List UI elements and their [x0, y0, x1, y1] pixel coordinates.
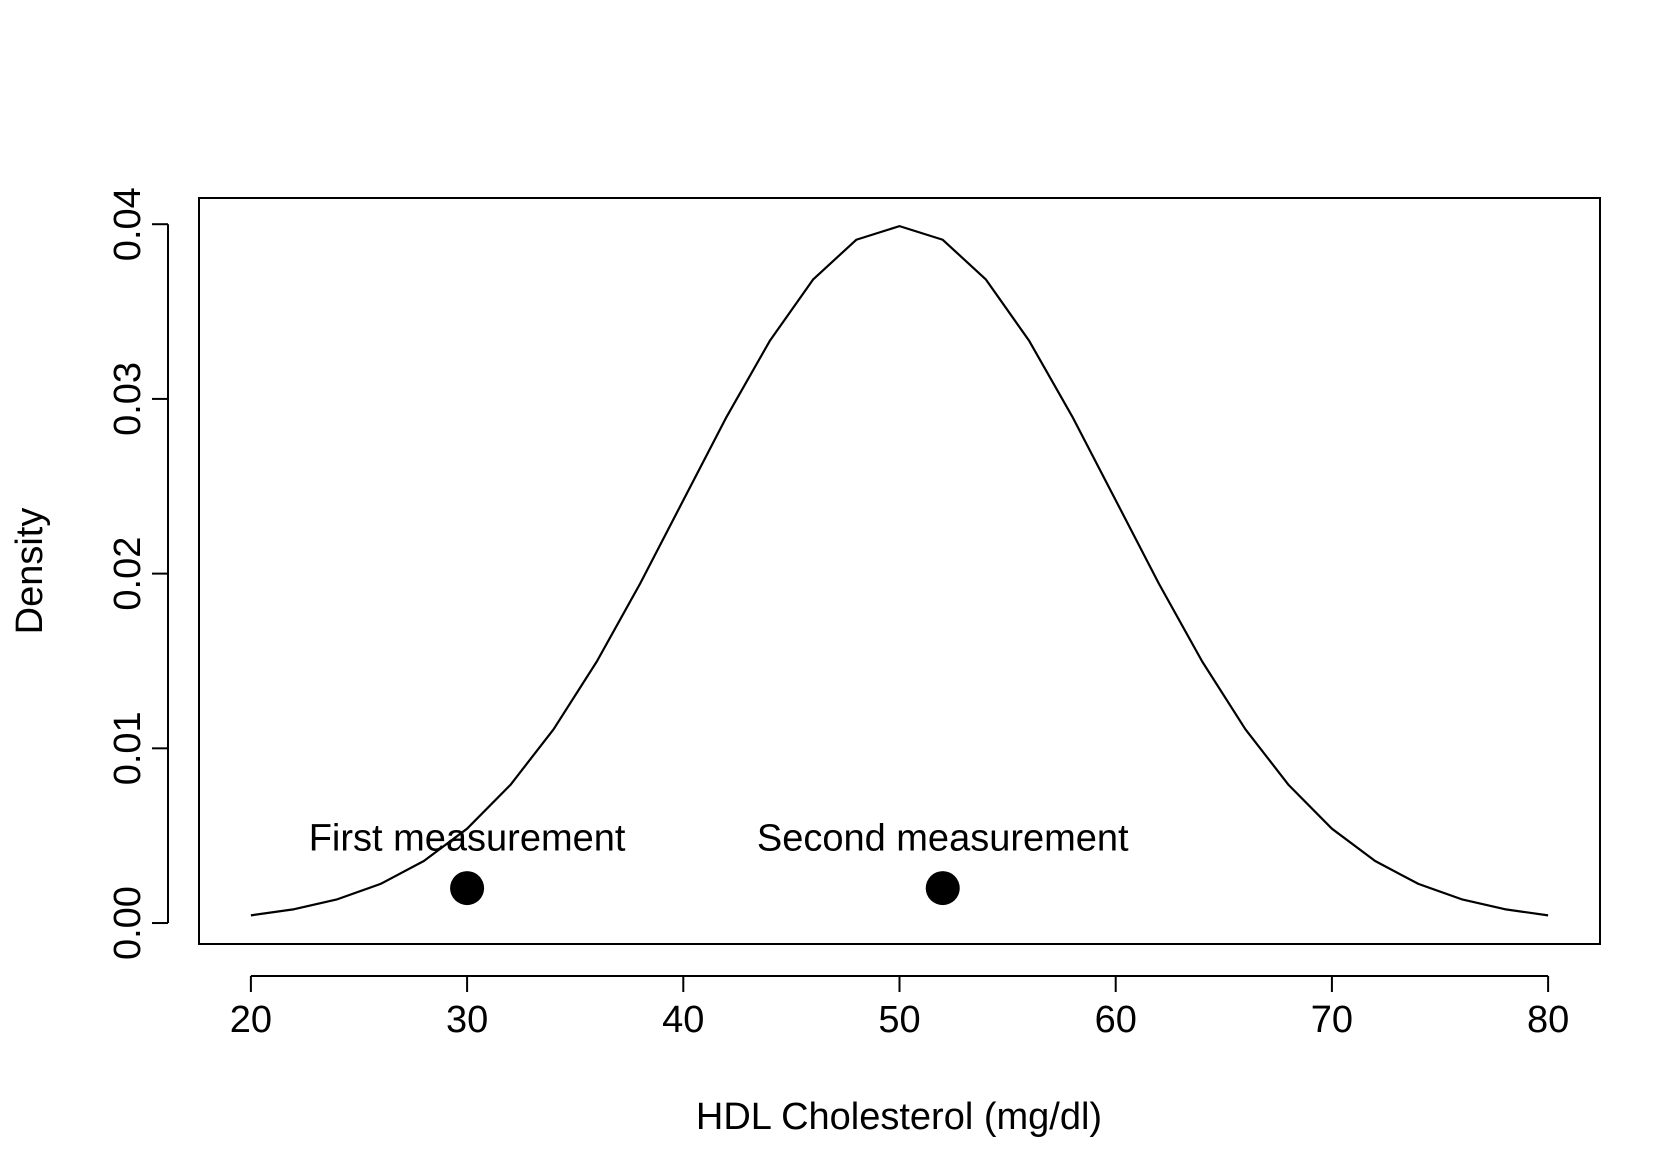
plot-frame: [198, 197, 1601, 945]
annotation-label: Second measurement: [757, 817, 1129, 859]
y-tick-label: 0.01: [107, 711, 149, 785]
y-tick-label: 0.03: [107, 362, 149, 436]
annotation-layer: First measurement Second measurement: [309, 817, 1129, 859]
series-layer: [250, 225, 1549, 917]
measurement-point: [925, 871, 960, 906]
x-tick-label: 80: [1527, 999, 1569, 1041]
y-axis: 0.00 0.01 0.02 0.03 0.04: [107, 187, 169, 960]
y-tick-label: 0.04: [107, 187, 149, 261]
annotation-label: First measurement: [309, 817, 626, 859]
x-tick-label: 30: [446, 999, 488, 1041]
x-tick-label: 60: [1095, 999, 1137, 1041]
x-tick-label: 40: [662, 999, 704, 1041]
density-curve: [250, 225, 1549, 917]
y-tick-label: 0.00: [107, 886, 149, 960]
x-tick-label: 20: [230, 999, 272, 1041]
x-axis: 20 30 40 50 60 70 80: [230, 975, 1569, 1041]
x-tick-label: 50: [878, 999, 920, 1041]
measurement-point: [450, 871, 485, 906]
y-axis-label: Density: [9, 508, 51, 635]
x-axis-label: HDL Cholesterol (mg/dl): [696, 1096, 1102, 1138]
x-tick-label: 70: [1311, 999, 1353, 1041]
y-tick-label: 0.02: [107, 537, 149, 611]
